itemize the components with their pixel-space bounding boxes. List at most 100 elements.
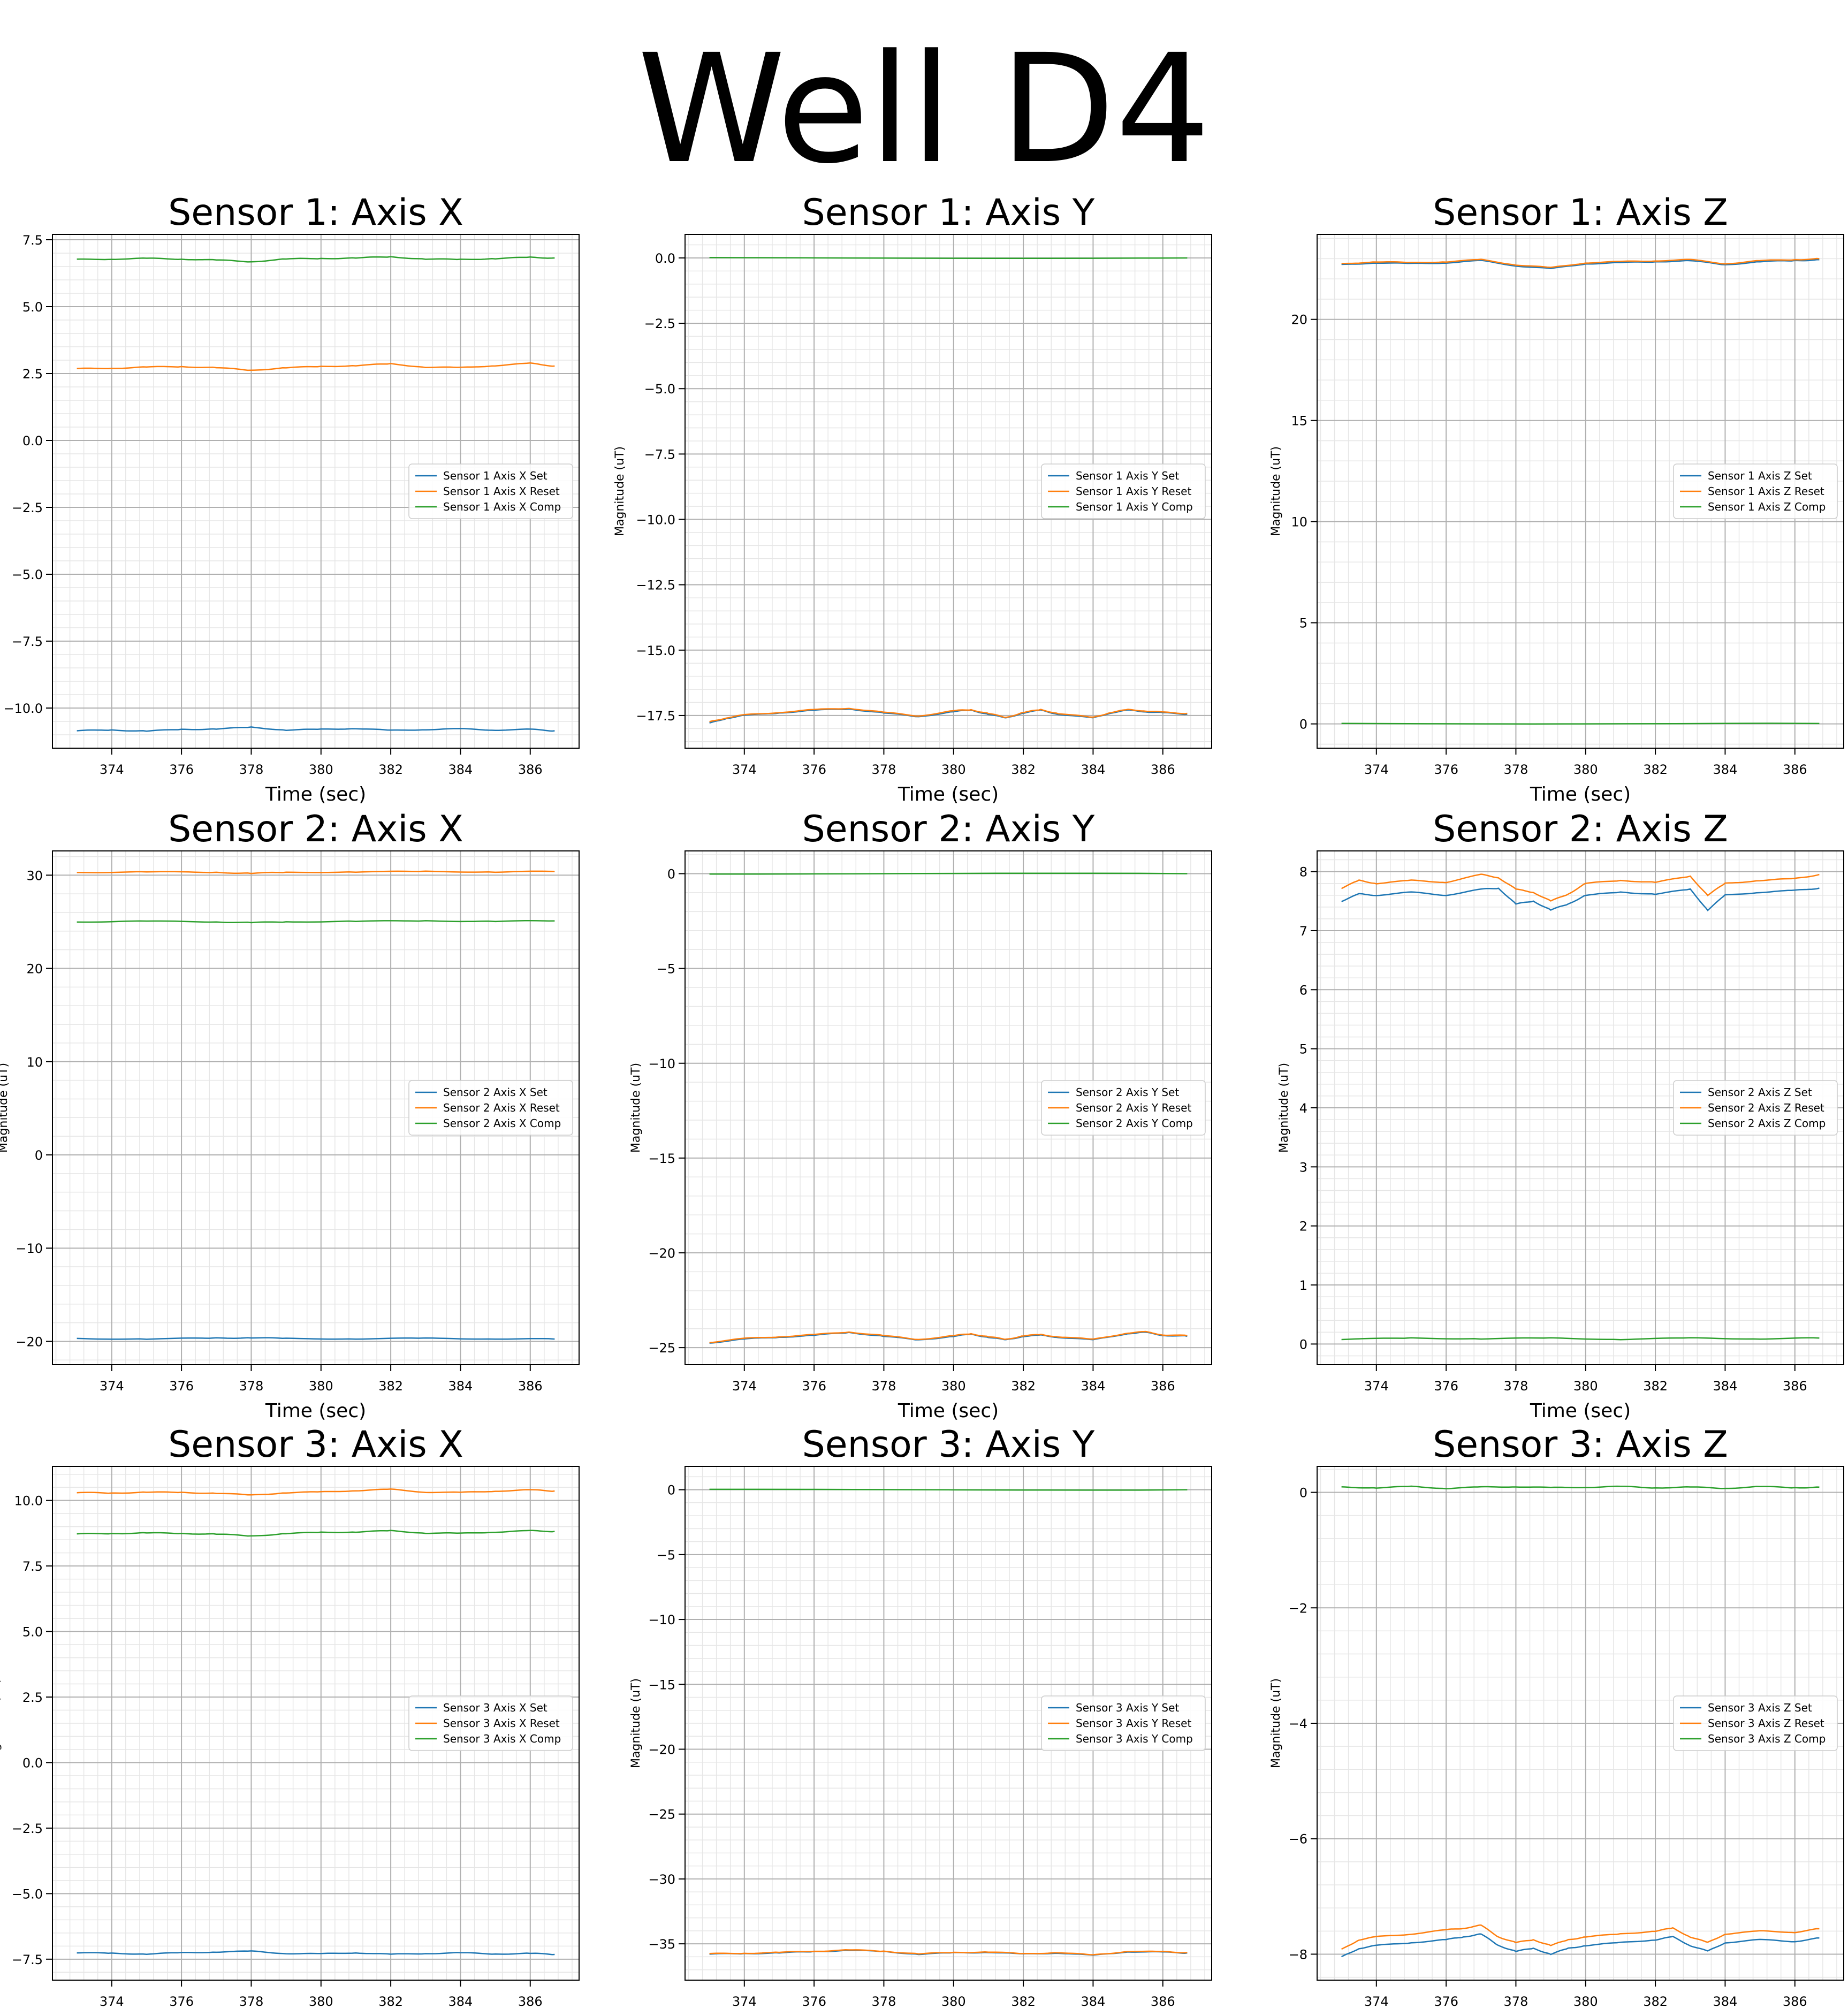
x-tick-label: 384: [1081, 1379, 1106, 1394]
legend-box: [1041, 1695, 1206, 1751]
x-tick-label: 386: [1151, 1994, 1175, 2009]
y-tick-label: −25: [648, 1341, 675, 1356]
axes-frame: [1317, 234, 1844, 749]
subplot-title: Sensor 1: Axis Y: [802, 192, 1095, 234]
series-line-2: [1341, 873, 1820, 902]
x-tick-label: 376: [169, 762, 194, 777]
y-tick-label: −4: [1289, 1716, 1307, 1731]
subplot-title: Sensor 1: Axis X: [168, 192, 463, 234]
legend-label: Sensor 3 Axis Y Reset: [1076, 1717, 1191, 1730]
series-line-2: [1341, 257, 1820, 268]
subplot-5: 374 376 378 380 382 384 386 −25 −20 −15 −10 −5 0 Sens…: [629, 808, 1212, 1422]
y-tick-label: 7.5: [22, 233, 43, 248]
legend-box: [408, 1080, 573, 1136]
y-tick-label: 10.0: [14, 1494, 43, 1509]
x-axis-label: Time (sec): [898, 783, 999, 805]
y-axis-label: Magnitude (uT): [629, 1063, 643, 1153]
series-line-3: [77, 1530, 555, 1537]
x-tick-label: 376: [1434, 1379, 1458, 1394]
y-tick-label: −2.5: [12, 1821, 43, 1836]
x-tick-label: 374: [732, 762, 757, 777]
grid: [52, 234, 579, 749]
x-axis-label: Time (sec): [1530, 1400, 1631, 1422]
y-tick-label: 0.0: [22, 1755, 43, 1770]
x-tick-label: 382: [1643, 1994, 1668, 2009]
x-tick-label: 374: [732, 1994, 757, 2009]
x-tick-label: 376: [802, 1379, 826, 1394]
series-line-3: [77, 920, 555, 924]
x-tick-label: 380: [309, 762, 333, 777]
series-line-2: [77, 1488, 555, 1496]
x-tick-label: 378: [1504, 1994, 1528, 2009]
y-tick-label: −10: [648, 1056, 675, 1071]
x-tick-label: 380: [941, 1994, 966, 2009]
legend-box: [1673, 463, 1838, 519]
x-tick-label: 382: [378, 762, 403, 777]
axes-frame: [685, 234, 1212, 749]
y-tick-label: −20: [648, 1246, 675, 1261]
subplot-1: 374 376 378 380 382 384 386 −10.0 −7.5 −5.0 −2.5 0.…: [3, 192, 580, 805]
y-tick-label: 2: [1299, 1219, 1307, 1234]
y-tick-label: −20: [648, 1742, 675, 1757]
figure-title: Well D4: [637, 22, 1211, 197]
series-line-3: [709, 872, 1188, 875]
y-tick-label: 5.0: [22, 1625, 43, 1640]
x-tick-label: 374: [1364, 1379, 1389, 1394]
axes-frame: [52, 234, 580, 749]
x-tick-label: 384: [448, 1994, 473, 2009]
x-tick-label: 384: [448, 1379, 473, 1394]
x-tick-label: 374: [732, 1379, 757, 1394]
legend-label: Sensor 1 Axis X Reset: [443, 485, 560, 498]
legend-label: Sensor 2 Axis Z Comp: [1708, 1117, 1826, 1130]
y-axis-label: Magnitude (uT): [0, 1063, 10, 1153]
legend: Sensor 1 Axis Y Set Sensor 1 Axis Y Reset…: [1041, 463, 1206, 519]
y-tick-label: 5: [1299, 616, 1307, 631]
y-tick-label: −15.0: [636, 643, 675, 658]
y-tick-label: −5: [657, 1548, 675, 1563]
legend-label: Sensor 2 Axis Z Set: [1708, 1086, 1812, 1099]
x-tick-label: 380: [309, 1379, 333, 1394]
y-tick-label: −8: [1289, 1947, 1307, 1962]
x-tick-label: 386: [1783, 762, 1807, 777]
series-line-2: [709, 707, 1188, 722]
x-tick-label: 378: [1504, 1379, 1528, 1394]
legend-box: [408, 1695, 573, 1751]
x-tick-label: 384: [1081, 762, 1106, 777]
subplot-6: 374 376 378 380 382 384 386 0 1 2 3 4 5 6 7 8 Sensor 2: …: [1277, 808, 1844, 1422]
legend-label: Sensor 1 Axis Y Reset: [1076, 485, 1191, 498]
x-tick-label: 376: [169, 1994, 194, 2009]
x-tick-label: 376: [1434, 1994, 1458, 2009]
subplot-title: Sensor 2: Axis Z: [1433, 808, 1728, 850]
y-tick-label: −7.5: [12, 1952, 43, 1967]
x-tick-label: 380: [941, 1379, 966, 1394]
x-tick-label: 382: [1643, 1379, 1668, 1394]
legend: Sensor 3 Axis Y Set Sensor 3 Axis Y Reset…: [1041, 1695, 1206, 1751]
legend-label: Sensor 2 Axis Y Reset: [1076, 1101, 1191, 1114]
legend-label: Sensor 3 Axis Y Comp: [1076, 1732, 1193, 1745]
x-tick-label: 386: [1783, 1994, 1807, 2009]
y-axis-label: Magnitude (uT): [0, 1678, 2, 1768]
x-axis-label: Time (sec): [1530, 783, 1631, 805]
legend-box: [1041, 1080, 1206, 1136]
y-tick-label: 10: [1291, 515, 1307, 530]
y-tick-label: −25: [648, 1807, 675, 1822]
series-line-2: [77, 362, 555, 371]
y-tick-label: −5.0: [12, 567, 43, 582]
y-tick-label: −15: [648, 1677, 675, 1692]
x-tick-label: 378: [872, 1379, 896, 1394]
y-tick-label: 6: [1299, 983, 1307, 998]
y-axis-label: Magnitude (uT): [613, 446, 627, 536]
legend-label: Sensor 3 Axis Z Set: [1708, 1701, 1812, 1714]
subplot-7: 374 376 378 380 382 384 386 −7.5 −5.0 −2.5 0.0 2.5 5…: [0, 1424, 580, 2016]
y-tick-label: −5.0: [12, 1886, 43, 1901]
y-tick-label: −2.5: [644, 316, 675, 331]
legend-label: Sensor 1 Axis Z Set: [1708, 469, 1812, 482]
x-tick-label: 384: [1713, 1379, 1738, 1394]
y-tick-label: 2.5: [22, 1690, 43, 1705]
legend-label: Sensor 3 Axis Z Comp: [1708, 1732, 1826, 1745]
legend-label: Sensor 3 Axis Y Set: [1076, 1701, 1179, 1714]
subplot-title: Sensor 2: Axis Y: [802, 808, 1095, 850]
x-tick-label: 376: [1434, 762, 1458, 777]
x-tick-label: 380: [941, 762, 966, 777]
y-tick-label: −7.5: [644, 447, 675, 462]
